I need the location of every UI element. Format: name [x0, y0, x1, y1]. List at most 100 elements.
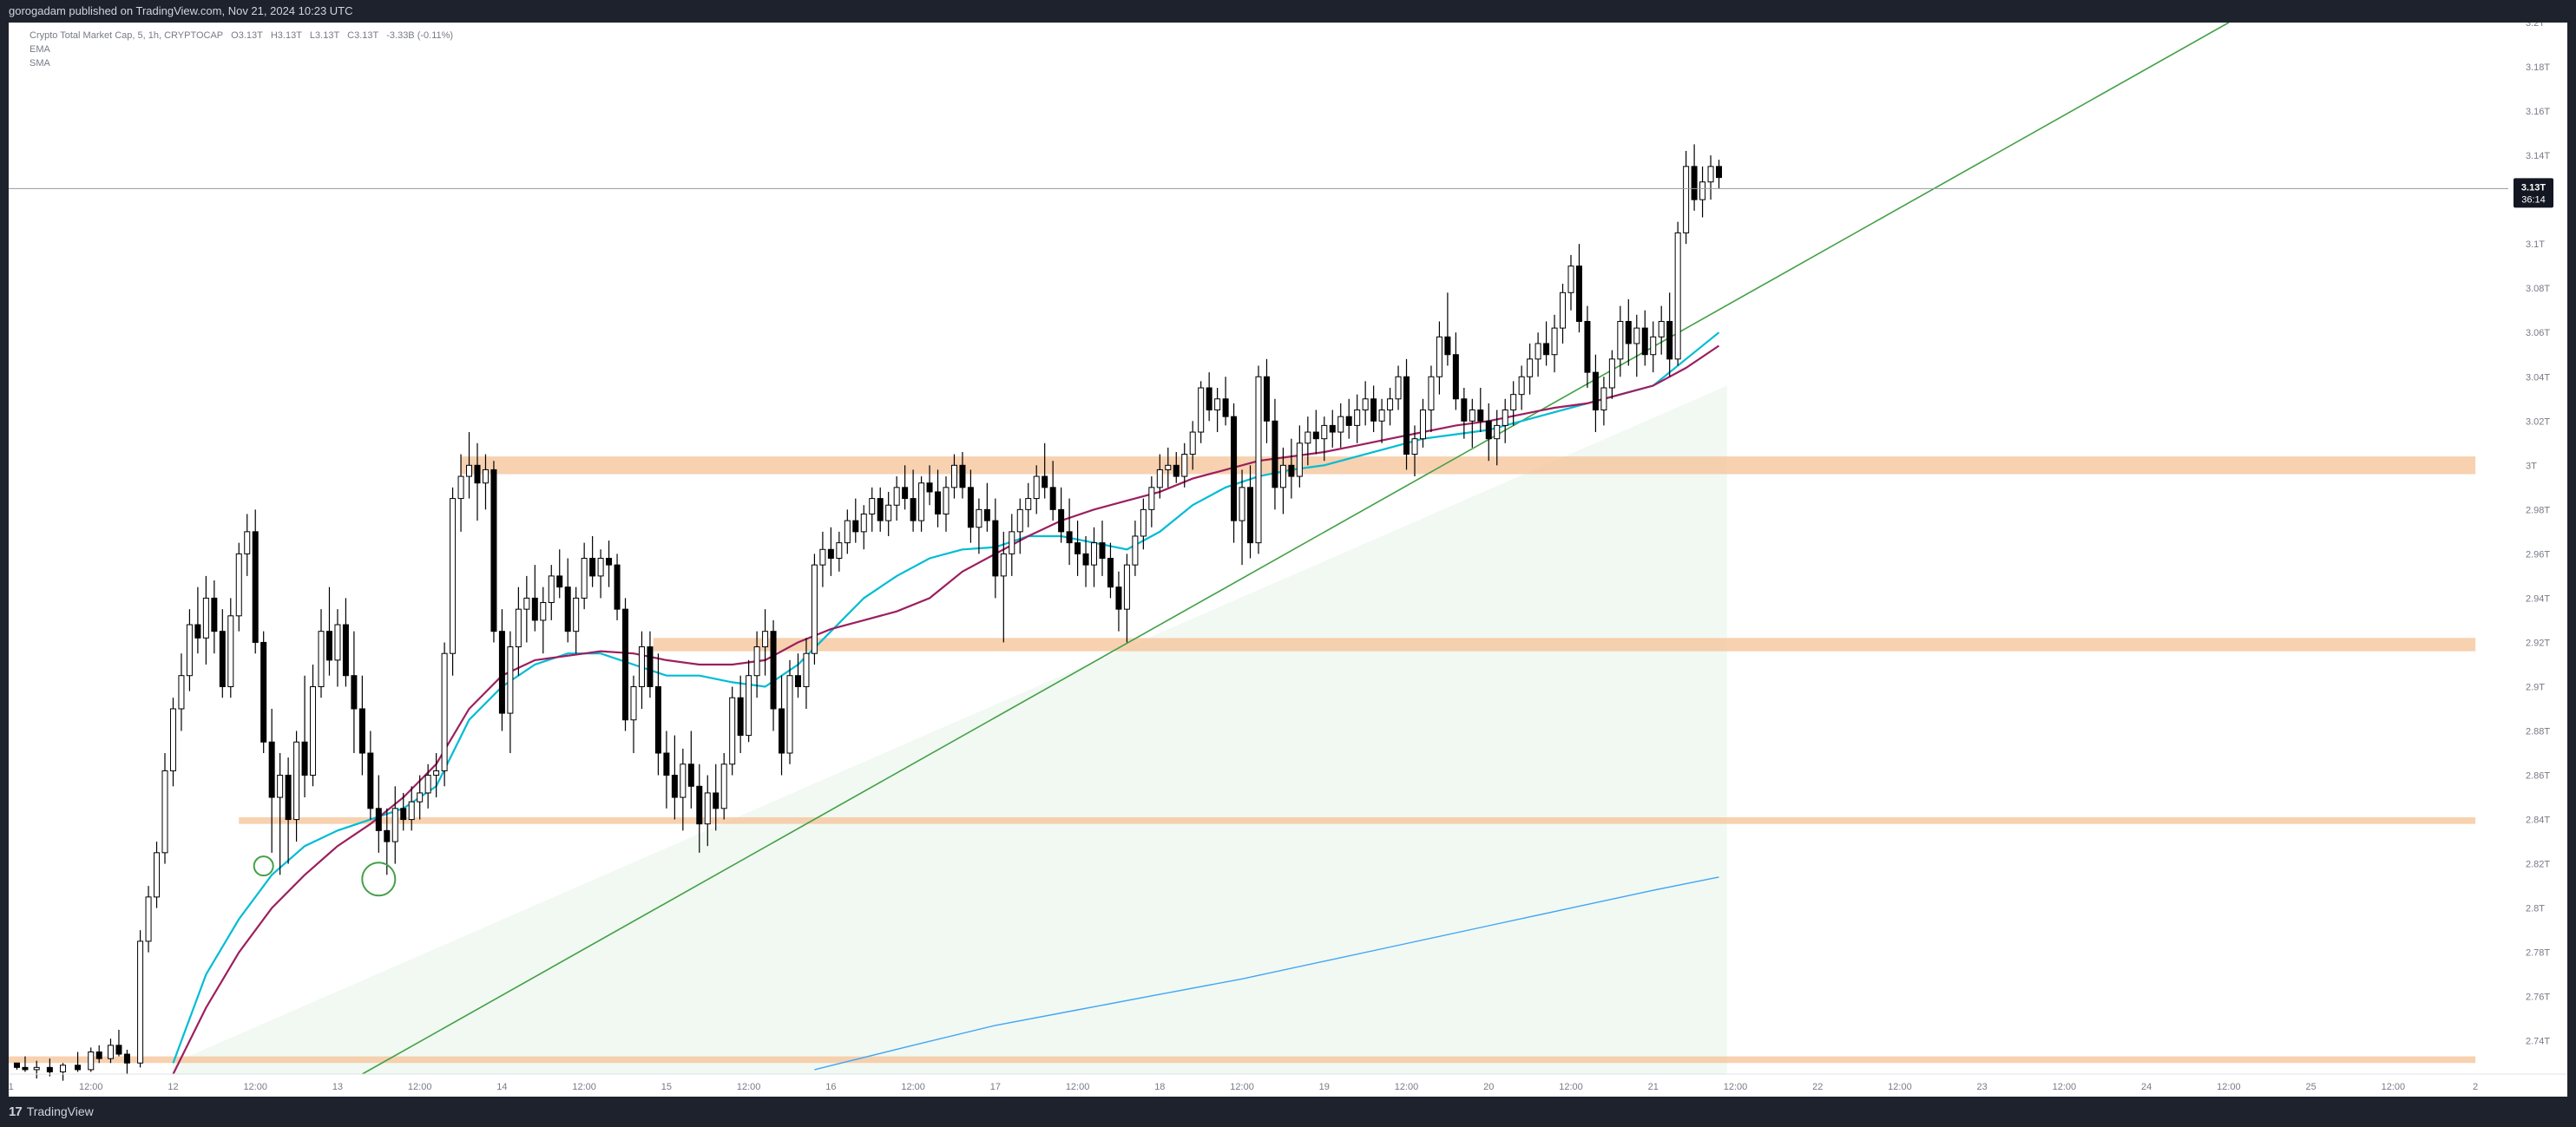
candle-body: [351, 675, 358, 710]
annotations-layer: [253, 855, 397, 897]
candle-body: [46, 1066, 53, 1072]
candle-body: [227, 615, 234, 687]
chart-area[interactable]: 3.2T3.18T3.16T3.14T3.12T3.1T3.08T3.06T3.…: [3, 18, 2567, 1097]
candle-body: [753, 646, 760, 677]
candle-body: [498, 631, 505, 714]
candle-body: [1691, 166, 1698, 200]
x-tick-label: 12:00: [79, 1082, 103, 1092]
candle-body: [967, 487, 974, 528]
candle-body: [1042, 475, 1048, 488]
candle-body: [301, 741, 308, 776]
legend-sma[interactable]: SMA: [30, 58, 50, 69]
candle-body: [252, 531, 259, 643]
candle-body: [1387, 398, 1394, 411]
candle-body: [1074, 542, 1081, 554]
candle-body: [1049, 487, 1056, 510]
candle-body: [507, 646, 514, 714]
candle-body: [1099, 542, 1106, 559]
footer-brand[interactable]: TradingView: [26, 1104, 94, 1118]
y-tick-label: 3T: [2526, 461, 2537, 471]
candle-body: [564, 586, 571, 632]
trendline: [361, 22, 2230, 1075]
candle-body: [671, 775, 678, 798]
candle-body: [358, 708, 365, 754]
x-tick-label: 12:00: [1724, 1082, 1748, 1092]
candle-body: [342, 624, 349, 677]
candle-body: [622, 608, 629, 721]
x-tick-label: 15: [661, 1082, 672, 1092]
candle-body: [424, 775, 431, 794]
candle-body: [1485, 420, 1492, 440]
y-tick-label: 3.1T: [2526, 239, 2545, 250]
legend-ema[interactable]: EMA: [30, 44, 50, 55]
x-tick-label: 12:00: [408, 1082, 432, 1092]
candle-body: [869, 498, 876, 514]
candle-body: [1189, 431, 1196, 455]
y-tick-label: 2.94T: [2526, 593, 2550, 604]
candle-body: [1066, 531, 1073, 544]
candle-body: [1560, 292, 1567, 329]
candle-body: [1337, 416, 1344, 433]
candle-body: [457, 475, 464, 500]
y-tick-label: 3.06T: [2526, 328, 2550, 338]
candle-body: [1666, 320, 1673, 360]
tradingview-logo-icon[interactable]: 17: [9, 1104, 23, 1119]
x-tick-label: 18: [1154, 1082, 1165, 1092]
legend-open: 3.13T: [238, 30, 263, 41]
candle-body: [704, 792, 711, 825]
publisher-header: gorogadam published on TradingView.com, …: [0, 0, 2576, 23]
candle-body: [729, 697, 736, 765]
candle-body: [918, 482, 925, 521]
candle-body: [178, 675, 185, 710]
candle-body: [1461, 398, 1468, 422]
candle-body: [696, 785, 703, 825]
candle-body: [384, 829, 391, 842]
y-tick-label: 2.82T: [2526, 860, 2550, 870]
legend-symbol-row: Crypto Total Market Cap, 5, 1h, CRYPTOCA…: [30, 29, 453, 43]
candle-body: [992, 520, 999, 577]
candle-body: [959, 464, 966, 488]
candle-body: [154, 852, 161, 898]
candle-body: [573, 597, 580, 632]
candle-body: [441, 652, 448, 771]
y-tick-label: 2.9T: [2526, 682, 2545, 692]
candle-body: [1608, 358, 1615, 389]
candle-body: [1206, 387, 1212, 411]
candle-body: [1527, 358, 1534, 377]
x-tick-label: 17: [990, 1082, 1001, 1092]
candle-body: [852, 520, 859, 533]
candle-body: [1255, 376, 1262, 544]
candle-body: [713, 792, 720, 809]
candle-body: [1198, 387, 1205, 433]
y-tick-label: 2.84T: [2526, 816, 2550, 826]
candle-body: [680, 763, 687, 798]
candle-body: [145, 896, 152, 942]
candle-body: [1312, 431, 1319, 440]
x-tick-label: 12:00: [901, 1082, 925, 1092]
candle-body: [1140, 508, 1147, 537]
marker-circle: [253, 855, 274, 877]
candle-body: [1699, 181, 1706, 200]
candle-body: [293, 741, 300, 821]
candle-body: [277, 775, 284, 798]
support-zone: [461, 456, 2476, 475]
candle-body: [983, 508, 990, 521]
candle-body: [762, 631, 769, 648]
candle-body: [786, 675, 793, 754]
candle-body: [531, 597, 538, 621]
candle-body: [654, 685, 661, 754]
price-chart[interactable]: 3.2T3.18T3.16T3.14T3.12T3.1T3.08T3.06T3.…: [3, 18, 2567, 1097]
x-tick-label: 21: [1648, 1082, 1659, 1092]
candle-body: [186, 624, 193, 677]
candle-body: [1658, 320, 1665, 337]
candle-body: [137, 940, 144, 1064]
candle-body: [169, 708, 176, 771]
candles-layer: [13, 144, 1723, 1081]
candle-body: [1378, 410, 1385, 422]
candle-body: [95, 1051, 102, 1059]
x-tick-label: 12:00: [2217, 1082, 2241, 1092]
candle-body: [1707, 166, 1714, 183]
y-tick-label: 2.92T: [2526, 638, 2550, 648]
candle-body: [1025, 498, 1032, 510]
y-tick-label: 2.86T: [2526, 771, 2550, 782]
